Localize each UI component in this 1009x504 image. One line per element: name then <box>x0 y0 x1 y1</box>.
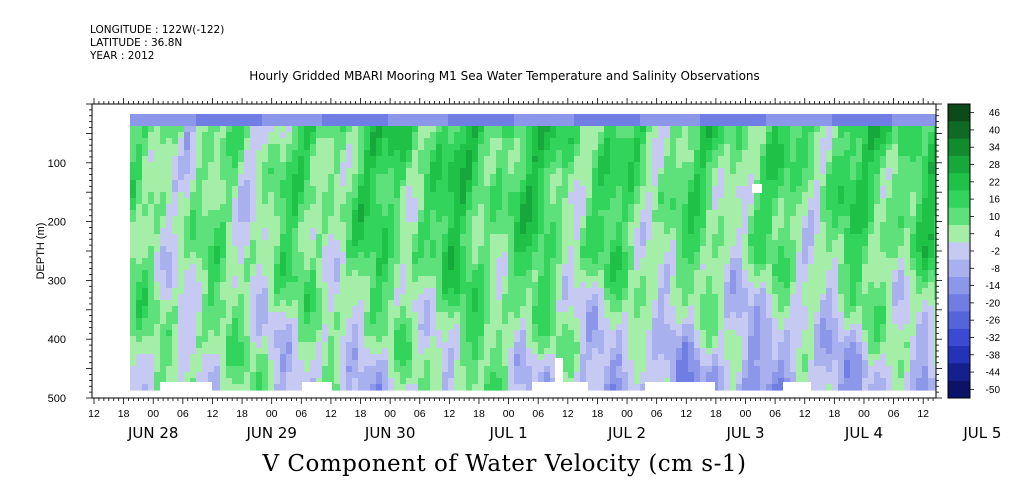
heatmap-field <box>130 114 936 391</box>
x-hour-tick-label: 12 <box>207 408 219 420</box>
colorbar-label: 40 <box>989 125 1001 136</box>
colorbar-swatch <box>948 294 970 312</box>
y-axis-label: DEPTH (m) <box>35 223 47 280</box>
colorbar-label: 34 <box>989 143 1001 154</box>
x-date-label: JUL 5 <box>962 424 1001 442</box>
colorbar-label: 16 <box>989 195 1001 206</box>
colorbar-label: -32 <box>986 333 1001 344</box>
colorbar-swatch <box>948 259 970 278</box>
x-date-label: JUN 30 <box>364 424 415 442</box>
x-hour-tick-label: 12 <box>917 408 929 420</box>
x-hour-tick-label: 00 <box>740 408 752 420</box>
x-date-label: JUN 29 <box>245 424 296 442</box>
x-hour-tick-label: 12 <box>562 408 574 420</box>
colorbar-swatch <box>948 104 970 122</box>
colorbar-label: 4 <box>994 229 1000 240</box>
y-tick-label: 500 <box>48 393 66 405</box>
year-label: YEAR : 2012 <box>90 50 155 62</box>
x-date-label: JUL 2 <box>607 424 646 442</box>
x-date-label: JUL 1 <box>489 424 528 442</box>
colorbar-swatch <box>948 328 970 347</box>
colorbar-swatch <box>948 207 970 226</box>
x-hour-tick-label: 12 <box>88 408 100 420</box>
colorbar-label: -14 <box>986 281 1001 292</box>
x-axis-label: V Component of Water Velocity (cm s-1) <box>262 451 747 477</box>
colorbar-swatch <box>948 346 970 364</box>
longitude-label: LONGITUDE : 122W(-122) <box>90 24 225 36</box>
chart-title: Hourly Gridded MBARI Mooring M1 Sea Wate… <box>249 69 760 83</box>
colorbar-label: -50 <box>986 385 1001 396</box>
x-hour-tick-label: 06 <box>888 408 900 420</box>
x-hour-tick-label: 18 <box>118 408 130 420</box>
x-hour-tick-label: 06 <box>651 408 663 420</box>
colorbar-label: -20 <box>986 298 1001 309</box>
colorbar-label: 46 <box>989 108 1001 119</box>
x-hour-tick-label: 06 <box>295 408 307 420</box>
y-tick-label: 400 <box>48 334 66 346</box>
y-axis: 100 200 300 400 500 <box>48 103 942 405</box>
colorbar-label: 10 <box>989 212 1001 223</box>
x-axis: 12 18 00 06 12 18 00 06 12 18 00 06 12 18 00 06 12 18 00 06… <box>88 98 1001 442</box>
x-hour-tick-label: 18 <box>829 408 841 420</box>
colorbar-swatch <box>948 190 970 209</box>
colorbar-swatch <box>948 225 970 243</box>
x-hour-tick-label: 18 <box>710 408 722 420</box>
x-hour-tick-label: 12 <box>444 408 456 420</box>
x-hour-tick-label: 12 <box>799 408 811 420</box>
x-hour-tick-label: 18 <box>473 408 485 420</box>
colorbar-swatch <box>948 276 970 295</box>
colorbar-swatch <box>948 311 970 330</box>
colorbar-label: 22 <box>989 177 1001 188</box>
x-hour-tick-label: 00 <box>858 408 870 420</box>
colorbar-label: -8 <box>991 264 1000 275</box>
colorbar-label: -26 <box>986 316 1001 327</box>
y-tick-label: 100 <box>48 158 66 170</box>
y-tick-label: 300 <box>48 275 66 287</box>
x-hour-tick-label: 00 <box>621 408 633 420</box>
x-hour-tick-label: 06 <box>769 408 781 420</box>
x-hour-tick-label: 18 <box>592 408 604 420</box>
x-hour-tick-label: 18 <box>236 408 248 420</box>
x-hour-tick-label: 00 <box>147 408 159 420</box>
x-hour-tick-label: 12 <box>680 408 692 420</box>
x-date-label: JUN 28 <box>127 424 178 442</box>
colorbar: 46 40 34 28 22 16 10 4 -2 -8 -14 -20 -26 -32 -38 -44 -50 <box>947 103 1001 399</box>
colorbar-label: -38 <box>986 350 1001 361</box>
x-hour-tick-label: 00 <box>503 408 515 420</box>
x-hour-tick-label: 12 <box>325 408 337 420</box>
colorbar-swatch <box>948 138 970 157</box>
x-hour-tick-label: 06 <box>532 408 544 420</box>
colorbar-swatch <box>948 242 970 261</box>
colorbar-label: -44 <box>986 368 1001 379</box>
x-hour-tick-label: 06 <box>177 408 189 420</box>
y-tick-label: 200 <box>48 217 66 229</box>
latitude-label: LATITUDE : 36.8N <box>90 37 183 49</box>
x-hour-tick-label: 06 <box>414 408 426 420</box>
colorbar-label: 28 <box>989 160 1001 171</box>
x-hour-tick-label: 00 <box>384 408 396 420</box>
x-date-label: JUL 3 <box>725 424 764 442</box>
colorbar-label: -2 <box>991 247 1000 258</box>
x-date-label: JUL 4 <box>844 424 883 442</box>
x-hour-tick-label: 00 <box>266 408 278 420</box>
colorbar-swatch <box>948 380 970 399</box>
x-hour-tick-label: 18 <box>355 408 367 420</box>
colorbar-swatch <box>948 155 970 174</box>
colorbar-swatch <box>948 121 970 139</box>
colorbar-swatch <box>948 363 970 382</box>
colorbar-swatch <box>948 173 970 191</box>
